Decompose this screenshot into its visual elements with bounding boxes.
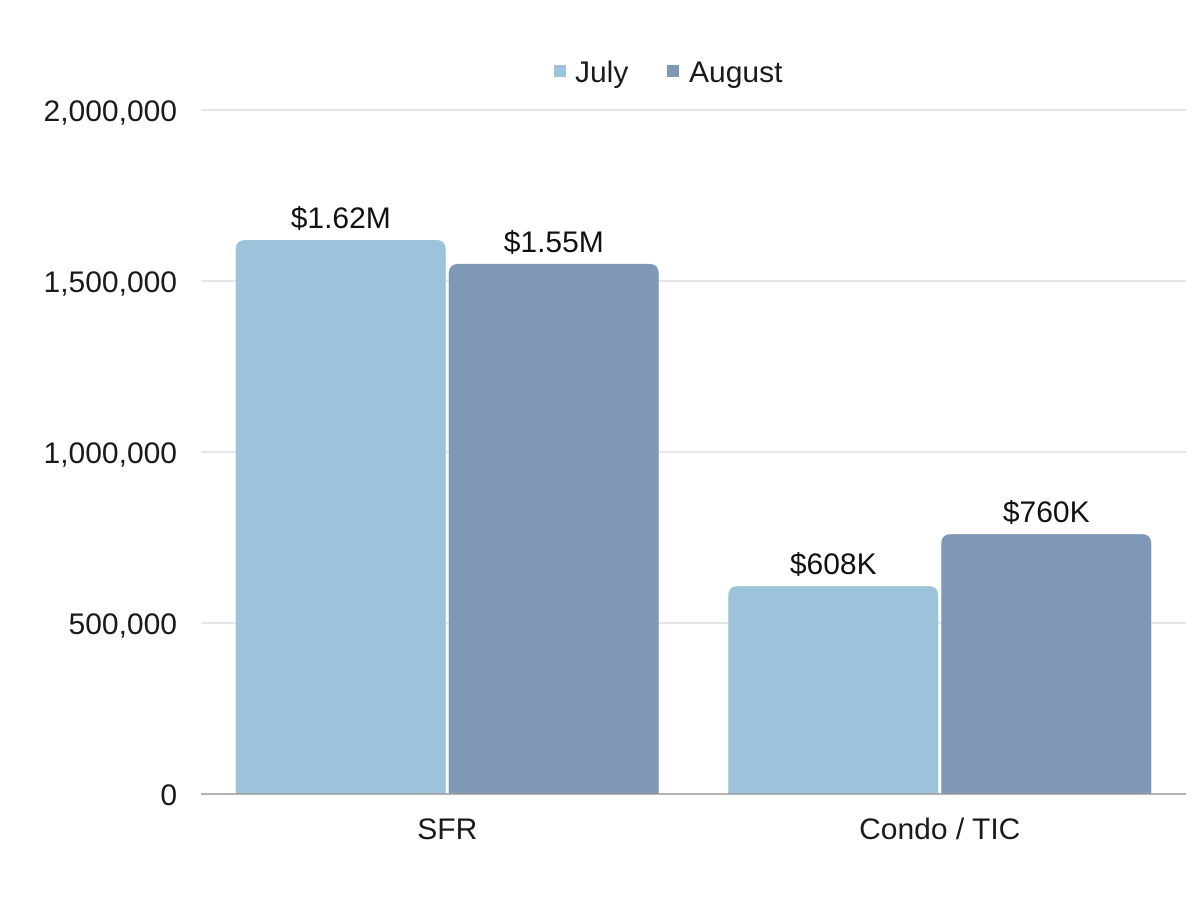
legend-swatch-august xyxy=(667,65,679,77)
bar-condo-tic-july xyxy=(728,586,939,794)
legend-swatch-july xyxy=(554,65,566,77)
bar-sfr-august xyxy=(448,263,659,794)
data-label-condo-tic-july: $608K xyxy=(790,548,877,581)
data-label-sfr-july: $1.62M xyxy=(291,202,391,235)
data-labels: $1.62M $1.55M $608K $760K xyxy=(291,202,1090,581)
data-label-sfr-august: $1.55M xyxy=(504,226,604,259)
bars xyxy=(235,239,1152,794)
y-tick-label: 1,500,000 xyxy=(44,266,177,299)
legend-label-july: July xyxy=(575,56,628,89)
bar-sfr-july xyxy=(235,239,446,794)
axes: 0 500,000 1,000,000 1,500,000 2,000,000 SFR Co… xyxy=(44,95,1186,846)
y-tick-label: 2,000,000 xyxy=(44,95,177,128)
x-tick-label-sfr: SFR xyxy=(417,813,477,846)
y-tick-label: 0 xyxy=(160,779,177,812)
y-tick-label: 500,000 xyxy=(69,608,177,641)
y-tick-label: 1,000,000 xyxy=(44,437,177,470)
legend-label-august: August xyxy=(689,56,783,89)
bar-condo-tic-august xyxy=(941,534,1152,794)
data-label-condo-tic-august: $760K xyxy=(1003,496,1090,529)
legend: July August xyxy=(554,56,783,89)
x-tick-label-condo-tic: Condo / TIC xyxy=(859,813,1020,846)
